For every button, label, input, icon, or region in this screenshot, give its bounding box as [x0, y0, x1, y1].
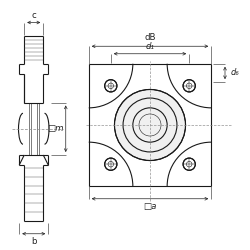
Text: d₆: d₆ — [230, 68, 239, 78]
Text: dB: dB — [144, 33, 156, 42]
Circle shape — [183, 158, 195, 170]
Circle shape — [114, 90, 186, 160]
Text: □m: □m — [47, 124, 63, 133]
Text: d₁: d₁ — [146, 42, 154, 51]
Text: c: c — [32, 11, 36, 20]
Circle shape — [105, 80, 117, 92]
Circle shape — [183, 80, 195, 92]
Text: b: b — [31, 237, 36, 246]
Text: □a: □a — [143, 202, 157, 211]
Circle shape — [105, 158, 117, 170]
